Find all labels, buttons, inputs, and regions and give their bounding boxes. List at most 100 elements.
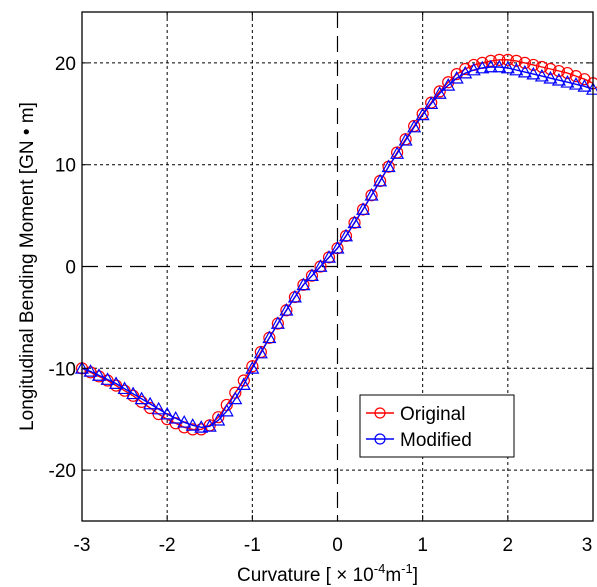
data-point-modified <box>458 65 473 79</box>
tick-marks <box>81 12 594 521</box>
legend-box <box>359 394 515 458</box>
data-point-modified <box>398 133 413 146</box>
data-point-modified <box>381 159 396 173</box>
data-point-modified <box>534 68 549 82</box>
data-point-modified <box>500 60 515 74</box>
data-point-modified <box>356 202 371 215</box>
x-tick-label: -1 <box>244 535 261 556</box>
data-point-modified <box>126 386 141 400</box>
y-tick-labels: -20 -10 0 10 20 <box>49 54 76 482</box>
data-point-original <box>237 374 250 387</box>
data-point-modified <box>279 303 294 316</box>
data-point-modified <box>338 228 354 242</box>
data-point-modified <box>313 259 328 272</box>
data-point-modified <box>296 277 311 291</box>
data-point-modified <box>432 86 447 99</box>
data-point-modified <box>287 289 302 303</box>
data-point-original <box>527 58 540 72</box>
data-point-modified <box>236 377 251 390</box>
x-tick-labels: -3 -2 -1 0 1 2 3 <box>74 535 593 556</box>
data-point-modified <box>551 72 566 86</box>
x-axis-label: Curvature [ × 10-4m-1] <box>237 561 418 586</box>
x-axis-label-exponent-2: -1 <box>401 561 413 576</box>
data-point-modified <box>168 410 183 424</box>
y-tick-label: 10 <box>55 156 76 177</box>
data-point-modified <box>441 78 456 91</box>
legend-label: Original <box>400 404 465 425</box>
data-point-modified <box>143 396 158 410</box>
y-axis-label: Longitudinal Bending Moment [GN • m] <box>17 102 38 431</box>
data-point-modified <box>228 391 243 405</box>
data-point-original <box>212 411 225 424</box>
data-point-modified <box>526 66 541 80</box>
series-line-modified <box>81 66 594 429</box>
data-point-modified <box>483 59 498 73</box>
legend-marker-swatch <box>374 433 386 445</box>
data-point-original <box>561 66 574 80</box>
data-point-modified <box>475 60 490 74</box>
data-point-original <box>569 70 583 83</box>
x-tick-label: 2 <box>503 535 514 556</box>
data-point-modified <box>160 406 175 420</box>
data-point-modified <box>83 364 98 377</box>
x-axis-label-unit: m <box>385 565 401 586</box>
y-tick-label: 0 <box>65 258 76 279</box>
legend-entries: Original Modified <box>366 404 472 451</box>
data-point-original <box>535 60 549 74</box>
legend-entry-modified: Modified <box>366 430 472 451</box>
data-point-modified <box>304 268 319 282</box>
data-point-original <box>518 56 531 70</box>
data-point-modified <box>134 391 149 405</box>
data-point-original <box>442 76 455 89</box>
data-point-modified <box>568 77 583 90</box>
data-point-modified <box>202 419 217 432</box>
data-point-modified <box>390 146 405 159</box>
data-point-modified <box>194 420 209 433</box>
data-point-modified <box>151 401 166 415</box>
data-point-modified <box>517 64 532 78</box>
y-tick-label: -20 <box>49 461 76 482</box>
data-point-modified <box>466 62 481 76</box>
legend: Original Modified <box>359 394 515 458</box>
data-point-modified <box>321 250 337 263</box>
data-point-modified <box>253 345 268 359</box>
data-point-modified <box>492 59 507 73</box>
series-layer <box>74 53 597 436</box>
data-point-modified <box>219 403 234 417</box>
legend-marker-swatch <box>374 407 386 419</box>
data-point-modified <box>424 96 439 110</box>
data-point-original <box>510 54 523 67</box>
data-point-modified <box>543 70 558 84</box>
data-point-modified <box>245 361 260 374</box>
x-tick-label: -2 <box>159 535 176 556</box>
legend-entry-original: Original <box>366 404 465 425</box>
x-axis-label-exponent-1: -4 <box>374 561 386 576</box>
data-point-original <box>552 64 566 78</box>
data-point-modified <box>185 418 200 431</box>
x-tick-label: 3 <box>582 535 593 556</box>
data-point-modified <box>211 412 226 426</box>
x-tick-label: -3 <box>74 535 91 556</box>
data-point-modified <box>262 330 277 344</box>
legend-label: Modified <box>400 430 472 451</box>
data-point-modified <box>560 75 575 88</box>
data-point-modified <box>100 372 115 385</box>
data-point-modified <box>415 107 430 121</box>
data-point-modified <box>270 316 285 329</box>
data-point-modified <box>577 79 592 92</box>
data-point-modified <box>373 173 388 187</box>
x-tick-label: 1 <box>417 535 428 556</box>
data-point-original <box>501 53 514 66</box>
x-tick-label: 0 <box>332 535 343 556</box>
data-point-modified <box>117 381 132 395</box>
y-tick-label: 20 <box>55 54 76 75</box>
data-point-original <box>246 360 259 373</box>
data-point-modified <box>330 240 345 254</box>
data-point-original <box>544 62 557 76</box>
x-axis-label-end: ] <box>413 565 418 586</box>
data-point-modified <box>509 62 524 76</box>
data-point-original <box>433 85 446 98</box>
data-point-modified <box>109 376 124 389</box>
data-point-modified <box>347 215 362 229</box>
